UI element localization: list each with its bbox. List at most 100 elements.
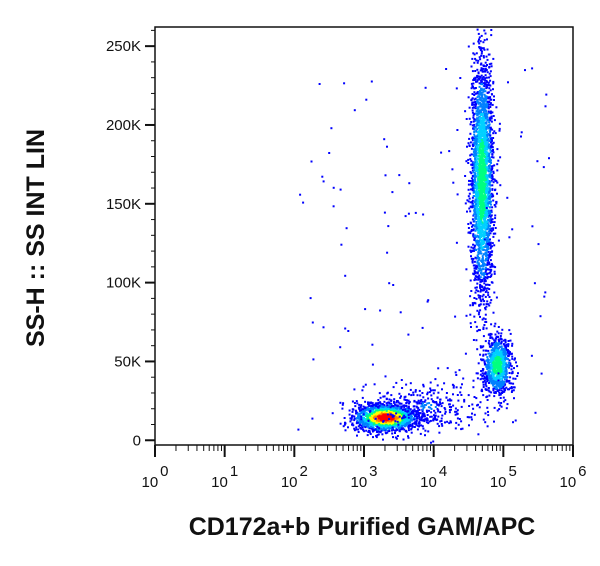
- data-point: [488, 173, 491, 176]
- data-point: [467, 195, 470, 198]
- data-point: [502, 383, 505, 386]
- data-point: [474, 180, 477, 183]
- data-point: [478, 46, 481, 48]
- data-point: [471, 196, 474, 199]
- data-point: [481, 94, 483, 97]
- data-point: [411, 409, 414, 412]
- data-point: [493, 244, 496, 247]
- data-point: [478, 296, 481, 299]
- data-point: [387, 411, 390, 414]
- data-point: [473, 118, 476, 121]
- data-point: [417, 422, 420, 425]
- data-point: [487, 226, 490, 229]
- data-point: [476, 266, 479, 268]
- data-point: [473, 177, 476, 180]
- data-point: [418, 416, 421, 419]
- data-point: [477, 110, 480, 113]
- data-point: [485, 226, 488, 229]
- data-point: [389, 423, 392, 426]
- data-point: [485, 176, 488, 179]
- data-point: [489, 271, 491, 274]
- data-point: [479, 97, 482, 100]
- data-point: [481, 70, 484, 73]
- data-point: [475, 124, 478, 127]
- data-point: [479, 252, 482, 255]
- data-point: [474, 200, 476, 203]
- data-point: [501, 392, 503, 394]
- data-point: [474, 286, 477, 289]
- data-point: [476, 180, 479, 183]
- data-point: [474, 181, 477, 184]
- data-point: [494, 214, 497, 217]
- data-point: [478, 176, 481, 179]
- data-point: [383, 422, 386, 425]
- data-point: [474, 76, 477, 79]
- data-point: [473, 191, 476, 194]
- data-point: [380, 412, 383, 415]
- data-point: [481, 139, 484, 142]
- data-point: [504, 373, 507, 376]
- data-point: [505, 376, 508, 379]
- data-point: [485, 327, 488, 330]
- data-point: [467, 96, 470, 99]
- data-point: [471, 97, 474, 100]
- data-point: [481, 211, 484, 214]
- data-point: [486, 148, 489, 151]
- data-point: [391, 420, 394, 423]
- data-point: [482, 139, 485, 142]
- data-point: [479, 117, 482, 120]
- data-point: [477, 243, 480, 246]
- data-point: [339, 422, 342, 425]
- data-point: [478, 158, 481, 161]
- data-point: [481, 157, 484, 160]
- data-point: [370, 424, 373, 426]
- data-point: [488, 121, 491, 124]
- data-point: [388, 416, 391, 419]
- data-point: [487, 119, 490, 121]
- data-point: [486, 152, 489, 155]
- data-point: [486, 86, 489, 89]
- data-point: [364, 409, 367, 412]
- data-point: [489, 276, 492, 278]
- data-point: [508, 379, 511, 382]
- data-point: [490, 361, 493, 363]
- data-point: [389, 408, 391, 411]
- data-point: [480, 68, 483, 71]
- data-point: [492, 151, 495, 154]
- data-point: [494, 266, 497, 269]
- data-point: [472, 187, 475, 190]
- data-point: [480, 202, 483, 205]
- data-point: [467, 227, 470, 229]
- data-point: [500, 332, 503, 335]
- data-point: [489, 337, 492, 339]
- data-point: [478, 91, 481, 94]
- data-point: [513, 358, 516, 361]
- data-point: [490, 262, 493, 265]
- data-point: [491, 153, 494, 156]
- data-point: [483, 162, 486, 165]
- data-point: [479, 267, 481, 270]
- data-point: [486, 58, 489, 61]
- data-point: [489, 75, 492, 78]
- data-point: [481, 280, 484, 282]
- data-point: [487, 236, 489, 239]
- data-point: [486, 141, 488, 144]
- data-point: [480, 204, 482, 207]
- data-point: [492, 195, 495, 198]
- data-point: [481, 194, 484, 197]
- data-point: [418, 418, 421, 421]
- data-point: [488, 198, 491, 201]
- data-point: [490, 253, 493, 256]
- data-point: [486, 268, 489, 271]
- data-point: [473, 171, 476, 174]
- data-point: [490, 268, 493, 271]
- data-point: [508, 382, 511, 385]
- data-point: [482, 303, 485, 306]
- data-point: [476, 211, 479, 214]
- data-point: [486, 48, 489, 51]
- data-point: [479, 103, 482, 106]
- data-point: [348, 409, 351, 412]
- data-point: [500, 372, 503, 375]
- data-point: [472, 106, 475, 109]
- data-point: [515, 361, 517, 364]
